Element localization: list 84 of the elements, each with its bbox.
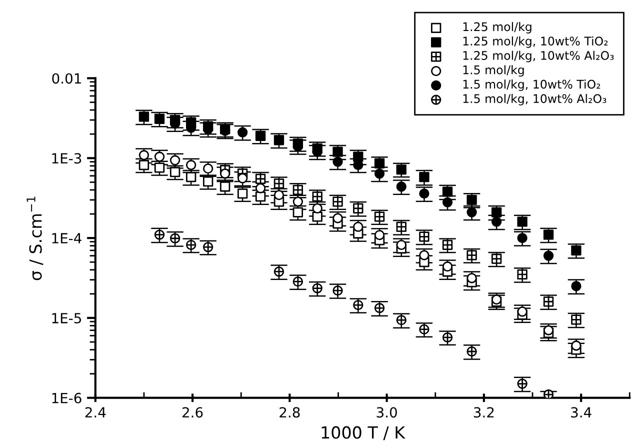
point	[442, 197, 453, 208]
point	[154, 162, 165, 173]
point	[186, 172, 196, 182]
point	[237, 173, 248, 184]
point	[491, 254, 502, 264]
y-tick-label: 1E-3	[52, 153, 82, 164]
point	[543, 230, 554, 240]
point	[255, 183, 266, 194]
legend-label: 1.5 mol/kg	[463, 65, 524, 77]
point	[374, 212, 385, 222]
point	[466, 207, 477, 218]
y-axis-title: σ / S.cm$^{−1}$	[26, 196, 44, 280]
point	[442, 186, 453, 197]
y-tick-label: 0.01	[52, 73, 81, 84]
point	[571, 314, 582, 325]
point	[202, 163, 214, 174]
point	[186, 160, 196, 170]
point	[419, 188, 430, 199]
point	[466, 250, 477, 260]
legend-label: 1.25 mol/kg	[463, 22, 532, 34]
x-tick-label: 2.6	[182, 407, 203, 418]
point	[517, 306, 528, 317]
point	[374, 168, 385, 179]
point	[396, 164, 406, 175]
point	[237, 188, 248, 199]
point	[543, 250, 554, 261]
point	[312, 212, 322, 222]
point	[332, 156, 343, 167]
point	[332, 213, 343, 224]
point	[138, 150, 150, 160]
point	[571, 281, 582, 292]
point	[543, 389, 554, 398]
legend-label: 1.5 mol/kg, 10wt% TiO₂	[463, 80, 600, 91]
point	[374, 230, 385, 240]
point	[274, 135, 284, 146]
point	[419, 172, 430, 182]
point	[332, 146, 343, 157]
point	[255, 130, 266, 141]
point	[517, 216, 528, 227]
point	[274, 190, 284, 200]
x-tick-label: 3.4	[571, 407, 592, 418]
point	[292, 207, 304, 218]
x-axis-title: 1000 T / K	[322, 426, 406, 440]
legend-label: 1.25 mol/kg, 10wt% Al₂O₃	[463, 50, 614, 62]
point	[154, 114, 165, 124]
point	[517, 232, 528, 244]
legend-label: 1.5 mol/kg, 10wt% Al₂O₃	[463, 94, 606, 106]
x-tick-label: 2.8	[280, 407, 300, 418]
point	[571, 245, 582, 256]
point	[312, 203, 322, 214]
point	[396, 182, 406, 192]
point	[255, 192, 266, 202]
x-tick-label: 3.0	[376, 407, 397, 418]
legend-label: 1.25 mol/kg, 10wt% TiO₂	[463, 36, 608, 48]
point	[202, 176, 214, 187]
point	[491, 216, 502, 227]
point	[396, 240, 406, 250]
point	[419, 250, 430, 260]
y-tick-label: 1E-4	[52, 233, 82, 244]
point	[237, 127, 248, 138]
point	[332, 196, 343, 207]
point	[466, 194, 477, 205]
point	[138, 112, 150, 122]
point	[353, 222, 364, 232]
point	[170, 155, 180, 166]
y-tick-label: 1E-6	[52, 392, 82, 404]
point	[491, 294, 502, 305]
point	[571, 340, 582, 351]
point	[374, 158, 385, 168]
point	[491, 207, 502, 218]
point	[353, 152, 364, 162]
point	[419, 232, 430, 242]
point	[220, 182, 230, 192]
y-tick-label: 1E-5	[52, 313, 81, 324]
point	[442, 261, 453, 272]
point	[543, 325, 554, 336]
point	[466, 273, 477, 284]
point	[220, 168, 230, 179]
x-tick-label: 3.2	[474, 407, 494, 418]
point	[517, 269, 528, 280]
point	[292, 196, 304, 207]
point	[154, 152, 165, 162]
x-tick-label: 2.4	[85, 407, 106, 418]
point	[138, 160, 150, 170]
